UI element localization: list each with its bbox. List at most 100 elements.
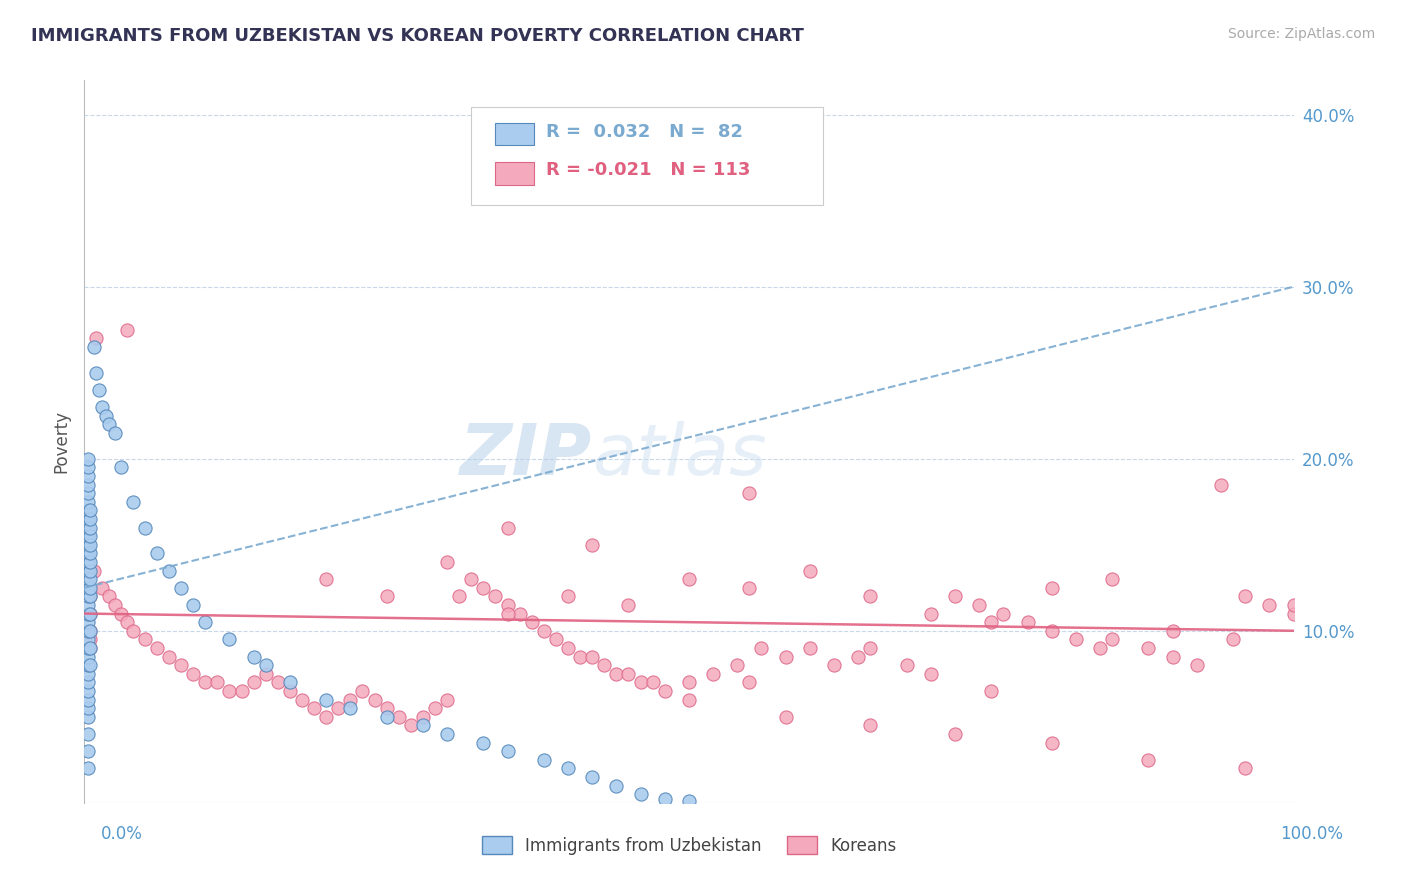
Point (242, 675, 264, 690)
Point (134, 520, 156, 534)
Point (77, 564, 100, 578)
Point (110, 460, 132, 475)
Point (121, 624, 143, 638)
Point (115, 615, 138, 630)
Point (1222, 632, 1244, 647)
Point (496, 607, 519, 621)
Point (181, 598, 204, 612)
Point (79, 640, 101, 655)
Point (702, 666, 724, 681)
Point (557, 590, 579, 604)
Point (77, 649, 100, 664)
Text: 100.0%: 100.0% (1279, 825, 1343, 843)
Point (943, 590, 966, 604)
Point (77, 692, 100, 706)
Point (943, 727, 966, 741)
Point (1088, 640, 1111, 655)
Point (823, 658, 845, 673)
Point (86, 331, 108, 345)
Point (436, 727, 458, 741)
Point (617, 666, 640, 681)
Point (412, 718, 434, 732)
Point (79, 581, 101, 595)
Point (725, 658, 748, 673)
Point (207, 675, 229, 690)
Point (496, 520, 519, 534)
Point (77, 607, 100, 621)
Point (194, 675, 217, 690)
Point (363, 692, 385, 706)
Point (593, 658, 616, 673)
Point (1040, 624, 1063, 638)
Point (79, 590, 101, 604)
Point (94, 409, 117, 423)
Point (291, 692, 314, 706)
Point (581, 770, 603, 784)
Point (993, 607, 1015, 621)
Point (859, 590, 882, 604)
Point (859, 640, 882, 655)
Point (399, 718, 422, 732)
Point (605, 779, 627, 793)
Point (1064, 632, 1087, 647)
Point (315, 692, 337, 706)
Point (87, 383, 110, 397)
Point (980, 615, 1002, 630)
Point (77, 615, 100, 630)
Point (104, 425, 127, 440)
Point (436, 555, 458, 569)
Point (121, 494, 143, 508)
Point (460, 572, 482, 586)
Point (1040, 581, 1063, 595)
Point (846, 649, 869, 664)
Point (678, 675, 700, 690)
Point (91, 400, 114, 414)
Point (412, 710, 434, 724)
Point (218, 632, 240, 647)
Point (97, 417, 120, 432)
Legend: Immigrants from Uzbekistan, Koreans: Immigrants from Uzbekistan, Koreans (474, 828, 904, 863)
Point (557, 761, 579, 775)
Point (738, 581, 761, 595)
Point (157, 564, 180, 578)
Point (146, 640, 169, 655)
Point (339, 701, 361, 715)
Point (605, 666, 627, 681)
Point (77, 494, 100, 508)
Point (630, 675, 652, 690)
Point (79, 503, 101, 517)
Point (170, 581, 193, 595)
Point (254, 666, 277, 681)
Point (751, 640, 773, 655)
Point (115, 323, 138, 337)
Point (484, 590, 506, 604)
Point (496, 598, 519, 612)
Point (86, 366, 108, 380)
Point (1234, 761, 1257, 775)
Point (79, 512, 101, 526)
Text: R =  0.032   N =  82: R = 0.032 N = 82 (546, 123, 742, 141)
Point (1040, 735, 1063, 749)
Point (77, 640, 100, 655)
Point (79, 538, 101, 552)
Point (91, 581, 114, 595)
Point (1101, 572, 1123, 586)
Point (967, 598, 990, 612)
Point (678, 794, 700, 808)
Point (278, 684, 301, 698)
Point (134, 632, 156, 647)
Point (799, 640, 821, 655)
Point (79, 607, 101, 621)
Point (110, 607, 132, 621)
Point (630, 787, 652, 801)
Point (738, 486, 761, 500)
Point (352, 684, 374, 698)
Point (146, 546, 169, 560)
Point (1258, 598, 1281, 612)
Point (1101, 632, 1123, 647)
Point (1017, 615, 1039, 630)
Point (77, 477, 100, 491)
Point (533, 753, 555, 767)
Point (654, 684, 676, 698)
Point (509, 607, 531, 621)
